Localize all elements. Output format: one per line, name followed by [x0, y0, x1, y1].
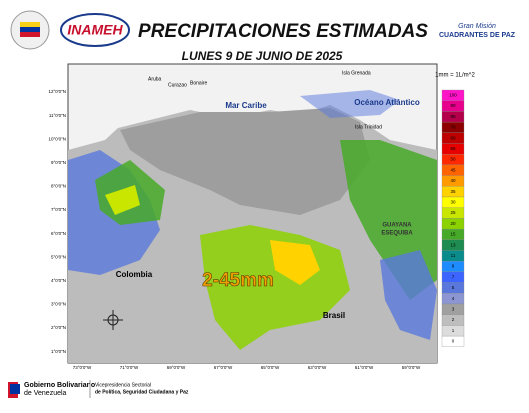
logo-text: Gran Misión [458, 23, 496, 30]
legend-label: 4 [452, 296, 455, 301]
footer-text: de Venezuela [24, 390, 67, 397]
lon-label: 71°0'0"W [120, 365, 139, 370]
island-label: Isla Grenada [342, 70, 371, 76]
rain-zone [270, 240, 320, 285]
footer-text: de Política, Seguridad Ciudadana y Paz [95, 389, 189, 395]
region-label: ESEQUIBA [381, 231, 413, 237]
rain-zone [380, 250, 437, 340]
legend-label: 45 [450, 167, 456, 172]
lon-label: 59°0'0"W [402, 365, 421, 370]
title: PRECIPITACIONES ESTIMADAS [138, 21, 428, 42]
ocean-label: Océano Atlántico [354, 98, 420, 107]
legend-label: 5 [452, 285, 455, 290]
flag [20, 27, 40, 32]
legend-label: 55 [450, 146, 456, 151]
legend-label: 1 [452, 328, 455, 333]
lon-label: 65°0'0"W [261, 365, 280, 370]
island-label: Isla Trinidad [355, 124, 382, 130]
legend-label: 80 [450, 114, 456, 119]
rain-zone [300, 90, 400, 118]
rain-zone [105, 185, 140, 215]
footer-text: Vicepresidencia Sectorial [95, 382, 151, 388]
island-label: Curazao [168, 82, 187, 88]
legend-label: 100 [449, 93, 457, 98]
footer-text: Gobierno Bolivariano [24, 382, 95, 389]
lat-label: 7°0'0"N [51, 207, 66, 212]
legend-label: 35 [450, 189, 456, 194]
country-label: Colombia [116, 270, 153, 279]
range-label: 2-45mm [202, 270, 274, 291]
land-dry [120, 108, 370, 215]
legend-label: 0 [452, 339, 455, 344]
legend-title: 1mm = 1L/m^2 [435, 73, 475, 79]
lat-label: 12°0'0"N [48, 89, 66, 94]
lon-label: 69°0'0"W [167, 365, 186, 370]
legend-label: 2 [452, 317, 455, 322]
legend-label: 3 [452, 307, 455, 312]
legend-label: 30 [450, 200, 456, 205]
lat-label: 5°0'0"N [51, 254, 66, 259]
flag [20, 22, 40, 27]
legend-label: 70 [450, 125, 456, 130]
date: LUNES 9 DE JUNIO DE 2025 [182, 49, 343, 63]
map [68, 90, 437, 363]
legend-label: 15 [450, 232, 456, 237]
lat-label: 9°0'0"N [51, 160, 66, 165]
lat-label: 3°0'0"N [51, 302, 66, 307]
legend-label: 25 [450, 210, 456, 215]
flag [20, 32, 40, 37]
legend-label: 50 [450, 157, 456, 162]
compass [103, 310, 123, 330]
lat-label: 4°0'0"N [51, 278, 66, 283]
logo-text: INAMEH [67, 22, 123, 38]
legend-label: 13 [450, 242, 456, 247]
legend-label: 90 [450, 103, 456, 108]
lat-label: 2°0'0"N [51, 325, 66, 330]
lon-label: 63°0'0"W [308, 365, 327, 370]
legend-label: 7 [452, 274, 455, 279]
lat-label: 11°0'0"N [49, 113, 66, 118]
lon-label: 73°0'0"W [73, 365, 92, 370]
footer-logo [10, 384, 20, 394]
lat-label: 8°0'0"N [51, 184, 66, 189]
region-label: GUAYANA [382, 223, 412, 229]
lon-label: 67°0'0"W [214, 365, 233, 370]
lat-label: 1°0'0"N [51, 349, 66, 354]
legend-label: 20 [450, 221, 456, 226]
legend-label: 11 [451, 253, 456, 258]
legend-label: 60 [450, 135, 456, 140]
country-label: Brasil [323, 311, 345, 320]
sea-label: Mar Caribe [225, 101, 267, 110]
logo [60, 13, 130, 47]
lat-label: 10°0'0"N [48, 136, 66, 141]
legend-label: 9 [452, 264, 455, 269]
legend-label: 40 [450, 178, 456, 183]
logo-text: CUADRANTES DE PAZ [439, 32, 516, 39]
lat-label: 6°0'0"N [51, 231, 66, 236]
legend-swatch [441, 335, 465, 347]
island-label: Aruba [148, 76, 162, 82]
island-label: Bonaire [190, 80, 207, 86]
lon-label: 61°0'0"W [355, 365, 374, 370]
